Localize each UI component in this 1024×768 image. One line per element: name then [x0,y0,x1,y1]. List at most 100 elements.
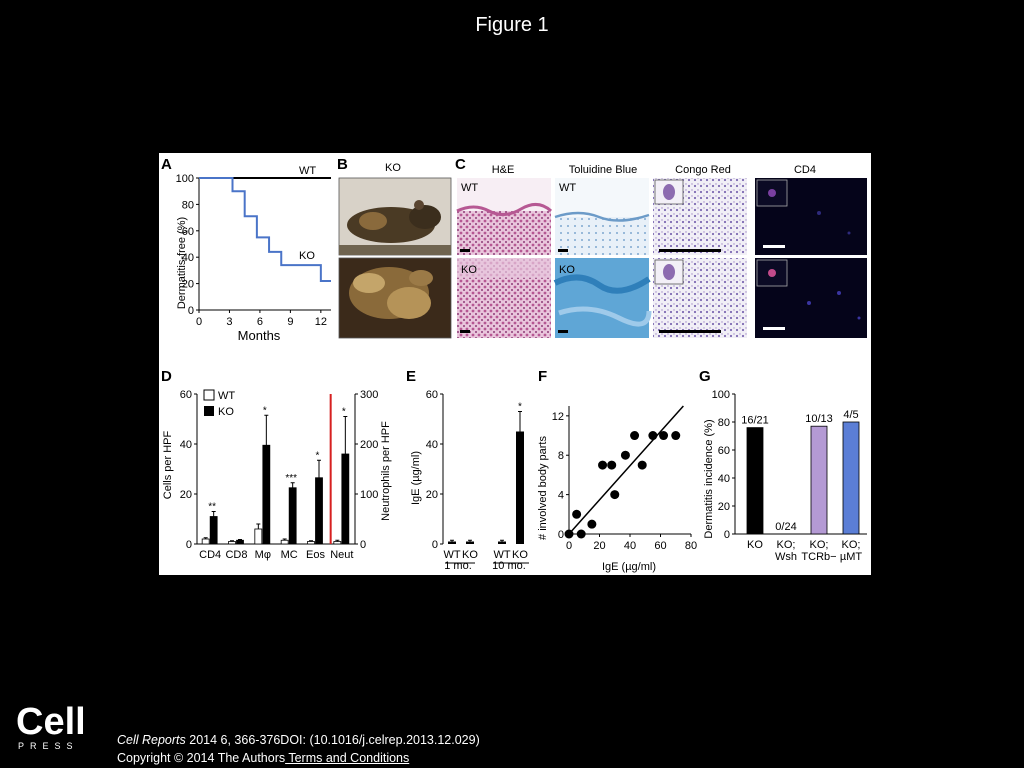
slide-title: Figure 1 [475,14,549,36]
panel-d-category-label: CD8 [225,549,247,561]
he-wt-label: WT [461,182,478,194]
he-ko-label: KO [461,264,477,276]
panel-d-chart: 0 20 40 60 0 100 200 300 ** CD4 CD8 * Mφ *** MC * Eos * Ne… [180,389,379,561]
panel-a-series-ko [199,177,331,282]
panel-e-bar [498,541,506,544]
panel-d-bar-ko [341,453,350,545]
micrograph-cd4-ko [755,258,867,338]
micrograph-he-wt: WT [456,178,553,255]
micrograph-congo-wt [653,178,747,255]
panel-d-bar-wt [333,541,342,545]
panel-g-ytick-label: 60 [718,445,730,457]
panel-d-ylabel-right-wrap: Neutrophils per HPF [380,421,392,521]
panel-f-chart: 0 4 8 12 0 20 40 60 80 [552,405,697,552]
figure-panel: A Dermatitis-free (%) 0 20 40 60 80 100 0 3 6 9 12… [159,153,871,575]
panel-e-category-label: WT [443,549,460,561]
panel-f-xtick-label: 20 [593,540,605,552]
panel-f-fit-line [568,405,684,535]
panel-e-group-1: 1 mo. [444,560,472,572]
toluidine-ko-label: KO [559,264,575,276]
panel-d-category-label: Neut [330,549,353,561]
panel-g-bar-label: 16/21 [741,415,769,427]
panel-f-point [572,509,582,519]
panel-d-bar-wt [228,541,236,545]
citation-detail: 2014 6, 366-376DOI: (10.1016/j.celrep.20… [185,733,480,747]
panel-f-point [620,450,630,460]
panel-g-category-label: KO; [777,539,796,551]
skin-lesion-photo [338,257,452,339]
panel-e-group-2: 10 mo. [492,560,526,572]
panel-g-category-label: TCRb− [801,551,836,563]
panel-d-bar-ko [262,444,271,545]
logo-main-text: Cell [16,701,86,743]
panel-f-point [637,460,647,470]
panel-b-label: B [337,156,348,173]
panel-f-xtick-label: 40 [624,540,636,552]
panel-a-xtick-label: 6 [257,316,263,328]
citation-block: Cell Reports 2014 6, 366-376DOI: (10.101… [117,731,480,767]
panel-e-category-label: KO [462,549,478,561]
panel-g-ytick-label: 80 [718,417,730,429]
panel-a-ytick-label: 80 [182,199,194,211]
panel-f-point [630,431,640,441]
panel-g-ylabel-wrap: Dermatitis incidence (%) [703,419,715,538]
panel-g: G Dermatitis incidence (%) 0 20 40 60 80 100 1… [699,368,867,563]
panel-d-category-label: Eos [306,549,325,561]
panel-d-bar-wt [201,538,210,545]
panel-c-col-toluidine: Toluidine Blue [569,164,638,176]
panel-g-ytick-label: 100 [712,389,730,401]
micrograph-cd4-wt [755,178,867,255]
panel-d-y2tick-label: 200 [360,439,378,451]
panel-d-ylabel-left: Cells per HPF [162,430,174,499]
panel-f-xtick-label: 60 [654,540,666,552]
panel-d-significance: * [316,450,320,461]
panel-g-category-label: Wsh [775,551,797,563]
panel-d-legend: WT KO [203,389,235,418]
panel-d-bar-ko [288,487,297,545]
panel-g-category-label: KO [747,539,763,551]
panel-g-chart: 02040608010016/21KO0/24KO;Wsh10/13KO;TCR… [712,389,867,563]
panel-g-bar-label: 10/13 [805,413,833,425]
panel-a-chart: 0 20 40 60 80 100 0 3 6 9 12 [176,173,331,328]
panel-f-ytick-label: 12 [552,411,564,423]
panel-d-y2tick-label: 300 [360,389,378,401]
panel-a-xtick-label: 3 [226,316,232,328]
panel-d-bar-ko [209,516,218,545]
panel-c-col-he: H&E [492,164,515,176]
panel-c: C H&E Toluidine Blue Congo Red CD4 WT KO… [455,156,867,338]
panel-d-ytick-label: 60 [180,389,192,401]
copyright-line: Copyright © 2014 The Authors Terms and C… [117,749,480,767]
panel-d-significance: * [263,405,267,416]
panel-d-significance: * [342,407,346,418]
cell-press-logo: Cell PRESS [16,701,86,751]
panel-e-category-label: KO [512,549,528,561]
panel-g-category-label: KO; [842,539,861,551]
panel-f-point [671,431,681,441]
panel-e-ytick-label: 60 [426,389,438,401]
panel-a: A Dermatitis-free (%) 0 20 40 60 80 100 0 3 6 9 12… [161,156,331,343]
panel-g-ytick-label: 0 [724,529,730,541]
panel-g-ytick-label: 40 [718,473,730,485]
panel-d-significance: *** [285,473,297,484]
panel-e-ytick-label: 40 [426,439,438,451]
panel-d-bar-wt [254,528,263,545]
micrograph-toluidine-ko: KO [553,258,652,338]
panel-d-y2tick-label: 0 [360,539,366,551]
panel-d-y2tick-label: 100 [360,489,378,501]
panel-b-title: KO [385,162,401,174]
mouse-photo [338,177,452,256]
panel-a-xlabel: Months [238,328,281,343]
legend-ko: KO [218,406,234,418]
panel-a-ytick-label: 100 [176,173,194,185]
terms-link[interactable]: Terms and Conditions [285,751,410,765]
panel-d-ytick-label: 0 [186,539,192,551]
panel-a-ylabel: Dermatitis-free (%) [176,217,188,309]
panel-c-col-congo: Congo Red [675,164,731,176]
panel-e-bar [448,541,456,544]
panel-e-bar [516,431,524,544]
panel-f-point [564,529,574,539]
panel-g-ytick-label: 20 [718,501,730,513]
panel-f-ytick-label: 8 [558,450,564,462]
